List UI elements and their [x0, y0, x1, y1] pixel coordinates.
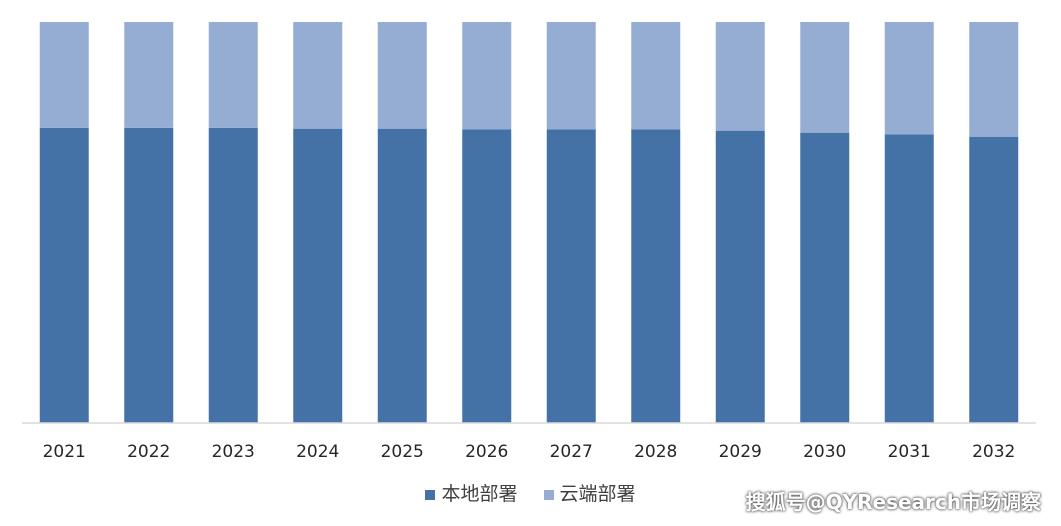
x-tick-label-2029: 2029 [719, 442, 762, 462]
bar-2028-series-0 [631, 129, 681, 423]
bar-2031-series-1 [884, 22, 934, 135]
legend-item-series-1: 云端部署 [543, 479, 636, 506]
legend-item-series-0: 本地部署 [425, 479, 517, 506]
x-tick-label-2025: 2025 [381, 442, 424, 462]
bar-2025-series-0 [377, 128, 427, 423]
bar-2030-series-1 [800, 22, 850, 133]
legend: 本地部署 云端部署 [0, 479, 1061, 506]
bar-2024-series-1 [293, 22, 343, 129]
x-tick-label-2031: 2031 [888, 442, 931, 462]
x-tick-label-2027: 2027 [550, 442, 593, 462]
legend-label-series-0: 本地部署 [441, 483, 518, 505]
x-tick-label-2023: 2023 [212, 442, 255, 462]
bar-2023-series-1 [208, 22, 258, 128]
x-tick-label-2022: 2022 [127, 442, 170, 462]
legend-label-series-1: 云端部署 [559, 483, 636, 505]
watermark: 搜狐号@QYResearch市场调察 [745, 490, 1041, 514]
x-tick-label-2030: 2030 [803, 442, 846, 462]
bar-2027-series-0 [546, 129, 596, 423]
x-tick-label-2032: 2032 [972, 442, 1015, 462]
bar-2021-series-0 [39, 127, 89, 423]
bar-2026-series-0 [462, 129, 512, 423]
bar-2026-series-1 [462, 22, 512, 130]
x-tick-label-2021: 2021 [43, 442, 86, 462]
bar-2023-series-0 [208, 127, 258, 423]
bar-2031-series-0 [884, 134, 934, 423]
bar-2032-series-1 [969, 22, 1019, 137]
bar-2028-series-1 [631, 22, 681, 130]
x-tick-labels: 2021 2022 2023 2024 2025 2026 2027 2028 2029 2030… [43, 442, 1016, 462]
x-tick-label-2024: 2024 [296, 442, 339, 462]
bars-group [39, 22, 1019, 423]
bar-2029-series-0 [715, 130, 765, 423]
bar-2022-series-1 [124, 22, 174, 128]
bar-2027-series-1 [546, 22, 596, 130]
bar-2029-series-1 [715, 22, 765, 131]
bar-2022-series-0 [124, 127, 174, 423]
bar-2024-series-0 [293, 128, 343, 423]
x-tick-label-2026: 2026 [465, 442, 508, 462]
x-tick-label-2028: 2028 [634, 442, 677, 462]
bar-2025-series-1 [377, 22, 427, 129]
bar-2032-series-0 [969, 136, 1019, 423]
legend-swatch-series-1 [543, 489, 554, 500]
bar-2021-series-1 [39, 22, 89, 128]
bar-2030-series-0 [800, 132, 850, 423]
legend-swatch-series-0 [425, 489, 436, 500]
